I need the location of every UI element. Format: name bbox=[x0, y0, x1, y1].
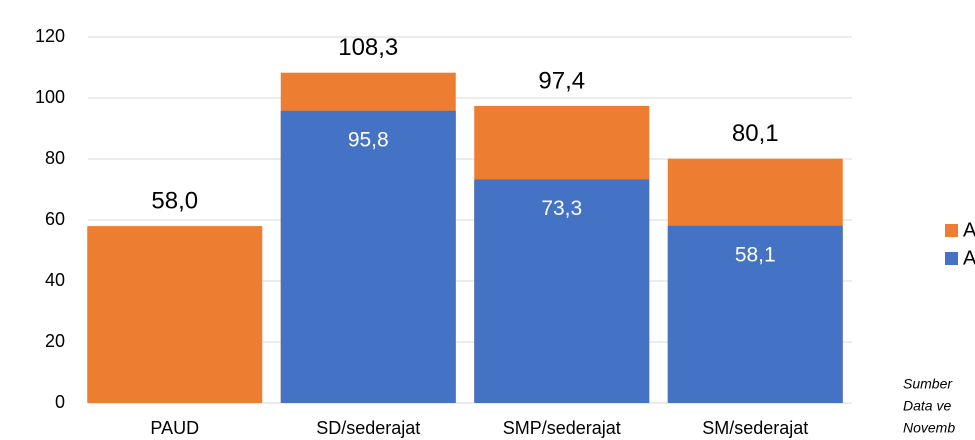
x-tick-label: PAUD bbox=[150, 418, 199, 438]
legend-label: APM bbox=[963, 247, 975, 269]
y-tick-label: 100 bbox=[35, 87, 65, 107]
bar bbox=[474, 179, 650, 403]
annotation: Data ve bbox=[903, 398, 951, 414]
y-tick-label: 40 bbox=[45, 270, 65, 290]
legend-swatch bbox=[945, 252, 958, 265]
value-label: 58,1 bbox=[735, 243, 776, 266]
value-label: 97,4 bbox=[538, 67, 585, 94]
y-tick-label: 60 bbox=[45, 209, 65, 229]
bar bbox=[667, 225, 843, 403]
y-tick-label: 0 bbox=[55, 392, 65, 412]
x-tick-label: SM/sederajat bbox=[702, 418, 808, 438]
y-tick-label: 80 bbox=[45, 148, 65, 168]
y-tick-label: 120 bbox=[35, 26, 65, 46]
x-tick-label: SMP/sederajat bbox=[503, 418, 621, 438]
legend-swatch bbox=[945, 224, 958, 237]
value-label: 80,1 bbox=[732, 120, 779, 147]
bar bbox=[87, 226, 263, 403]
value-label: 95,8 bbox=[348, 128, 389, 151]
x-tick-label: SD/sederajat bbox=[316, 418, 420, 438]
y-tick-label: 20 bbox=[45, 331, 65, 351]
annotation: Novemb bbox=[903, 420, 955, 436]
value-label: 73,3 bbox=[541, 197, 582, 220]
bar bbox=[280, 110, 456, 403]
value-label: 108,3 bbox=[338, 34, 398, 61]
legend-label: APK bbox=[963, 219, 975, 241]
annotation: Sumber bbox=[903, 376, 953, 392]
value-label: 58,0 bbox=[151, 187, 198, 214]
